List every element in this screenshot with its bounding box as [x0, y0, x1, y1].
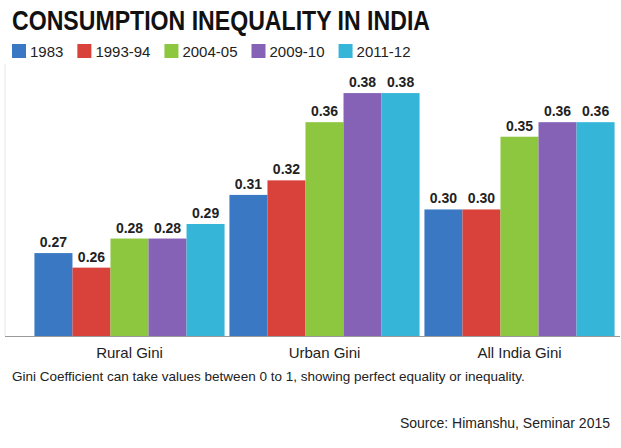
source: Source: Himanshu, Seminar 2015	[400, 415, 610, 431]
note: Gini Coefficient can take values between…	[12, 369, 525, 384]
data-label: 0.35	[506, 118, 533, 134]
bar	[539, 122, 577, 336]
bar	[187, 224, 225, 336]
bar	[577, 122, 615, 336]
x-tick-label: All India Gini	[477, 344, 561, 361]
data-label: 0.26	[78, 249, 105, 265]
bar	[462, 209, 500, 336]
legend-swatch	[252, 44, 266, 58]
legend-swatch	[339, 44, 353, 58]
bar	[267, 180, 305, 336]
bar	[34, 253, 72, 336]
data-labels: 0.27 0.26 0.28 0.28 0.29 0.31 0.32 0.36 0.38 0.38…	[40, 74, 610, 265]
title: CONSUMPTION INEQUALITY IN INDIA	[12, 6, 430, 36]
legend-label: 2011-12	[357, 43, 411, 60]
x-tick-label: Rural Gini	[96, 344, 163, 361]
data-label: 0.36	[582, 103, 609, 119]
legend-swatch	[164, 44, 178, 58]
x-tick-label: Urban Gini	[289, 344, 361, 361]
bar	[424, 209, 462, 336]
data-label: 0.31	[235, 176, 262, 192]
chart: CONSUMPTION INEQUALITY IN INDIA 1983 1993-…	[0, 0, 621, 448]
bar	[382, 93, 420, 336]
legend-label: 1983	[30, 43, 63, 60]
data-label: 0.32	[273, 161, 300, 177]
legend-swatch	[12, 44, 26, 58]
bar	[305, 122, 343, 336]
y-axis-line	[5, 64, 6, 336]
bar	[500, 137, 538, 336]
data-label: 0.30	[468, 190, 495, 206]
data-label: 0.36	[544, 103, 571, 119]
data-label: 0.36	[311, 103, 338, 119]
bar	[149, 239, 187, 336]
bars	[34, 93, 614, 336]
legend-swatch	[77, 44, 91, 58]
legend-label: 2004-05	[182, 43, 237, 60]
legend-label: 1993-94	[95, 43, 150, 60]
bar	[110, 239, 148, 336]
data-label: 0.30	[430, 190, 457, 206]
data-label: 0.38	[387, 74, 414, 90]
legend: 1983 1993-94 2004-05 2009-10 2011-12	[12, 43, 411, 60]
bar	[72, 268, 110, 336]
legend-label: 2009-10	[270, 43, 325, 60]
data-label: 0.29	[192, 205, 219, 221]
bar	[344, 93, 382, 336]
data-label: 0.27	[40, 234, 67, 250]
x-axis-line	[5, 336, 620, 337]
bar	[229, 195, 267, 336]
data-label: 0.28	[154, 220, 181, 236]
data-label: 0.28	[116, 220, 143, 236]
data-label: 0.38	[349, 74, 376, 90]
